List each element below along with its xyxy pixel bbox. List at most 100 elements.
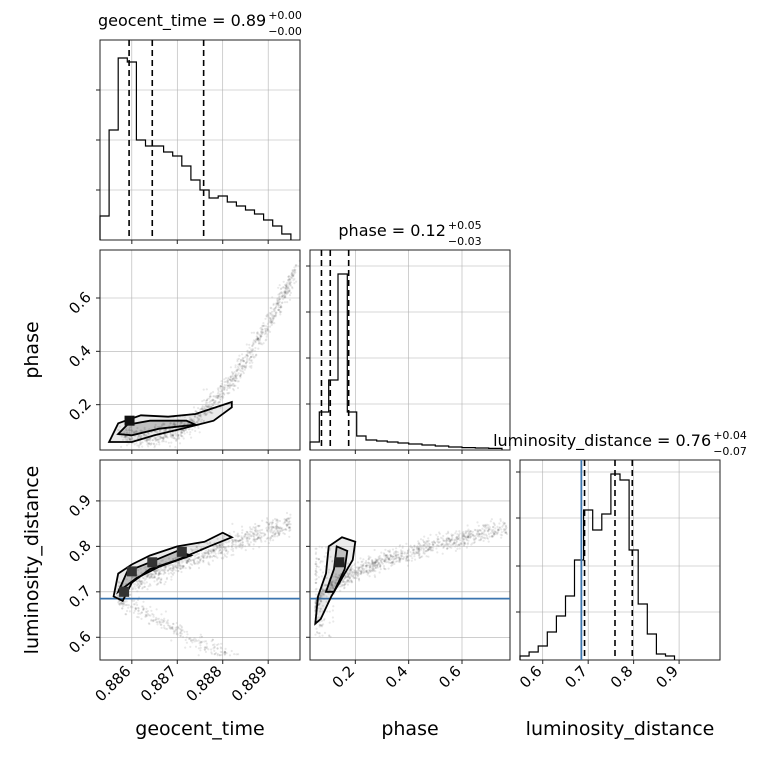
scatter-point [249, 352, 252, 355]
scatter-point [239, 376, 242, 379]
scatter-point [261, 532, 264, 535]
scatter-point [265, 537, 268, 540]
scatter-point [225, 549, 228, 552]
scatter-point [204, 405, 207, 408]
scatter-point [390, 564, 393, 567]
scatter-point [228, 386, 231, 390]
scatter-point [125, 609, 129, 613]
scatter-point [282, 286, 285, 289]
scatter-point [202, 555, 205, 559]
scatter-point [236, 380, 239, 383]
scatter-point [234, 364, 237, 367]
scatter-point [235, 539, 238, 542]
scatter-point [241, 365, 244, 368]
scatter-point [281, 527, 284, 530]
scatter-point [164, 565, 167, 568]
panel-title-text: luminosity_distance = 0.76 [493, 431, 711, 451]
scatter-point [220, 647, 223, 650]
scatter-point [246, 533, 249, 536]
scatter-point [137, 612, 140, 615]
scatter-point [231, 379, 234, 382]
scatter-point [252, 538, 255, 541]
scatter-point [161, 436, 164, 439]
scatter-point [207, 405, 210, 408]
scatter-point [276, 525, 279, 529]
scatter-point [172, 632, 175, 635]
scatter-point [180, 570, 183, 574]
scatter-point [237, 363, 240, 366]
scatter-point [154, 571, 157, 574]
scatter-point [171, 433, 174, 436]
scatter-point [502, 528, 506, 531]
scatter-point [195, 421, 199, 424]
scatter-point [276, 302, 280, 305]
scatter-point [246, 357, 249, 360]
scatter-point [248, 526, 252, 529]
scatter-point [324, 546, 328, 549]
scatter-point [261, 331, 264, 334]
scatter-point [269, 536, 272, 539]
scatter-point [272, 314, 275, 317]
scatter-point [230, 554, 233, 557]
scatter-point [145, 434, 148, 437]
scatter-point [147, 438, 150, 442]
scatter-point [259, 335, 262, 338]
scatter-point [223, 392, 226, 395]
scatter-point [158, 568, 161, 571]
scatter-point [273, 533, 277, 536]
scatter-point [270, 318, 273, 321]
scatter-point [206, 399, 209, 402]
scatter-point [280, 529, 284, 533]
scatter-point [230, 380, 233, 383]
panel-title-upper-error: +0.04 [713, 429, 747, 442]
scatter-point [498, 526, 501, 529]
scatter-point [279, 306, 282, 309]
scatter-point [158, 570, 161, 574]
scatter-point [170, 627, 174, 630]
scatter-point [205, 541, 208, 544]
scatter-point [257, 535, 260, 538]
scatter-point [136, 603, 139, 607]
scatter-point [201, 404, 204, 408]
scatter-point [239, 373, 242, 376]
scatter-point [178, 562, 181, 566]
scatter-point [163, 626, 166, 629]
scatter-point [289, 513, 292, 516]
scatter-point [259, 336, 262, 339]
scatter-point [326, 610, 329, 613]
scatter-point [180, 564, 183, 567]
scatter-point [496, 525, 499, 529]
scatter-point [202, 420, 205, 423]
scatter-point [368, 575, 371, 578]
scatter-point [140, 617, 143, 621]
scatter-point [262, 322, 265, 325]
y-axis-label-luminosity_distance: luminosity_distance [21, 466, 43, 655]
scatter-point [167, 568, 170, 571]
scatter-point [168, 567, 171, 570]
scatter-point [207, 405, 210, 408]
scatter-point [261, 328, 264, 331]
scatter-point [148, 428, 151, 431]
panel-title-upper-error: +0.05 [448, 219, 482, 232]
scatter-point [181, 431, 184, 434]
histogram-luminosity_distance [519, 473, 676, 660]
scatter-point [139, 436, 142, 439]
scatter-point [271, 321, 274, 324]
scatter-point [234, 541, 238, 544]
scatter-point [240, 547, 243, 550]
scatter-point [260, 540, 263, 543]
scatter-point [246, 360, 249, 363]
scatter-point [270, 323, 273, 327]
scatter-point [203, 551, 206, 554]
scatter-point [285, 282, 288, 285]
scatter-point [248, 533, 252, 536]
scatter-point [256, 337, 259, 340]
scatter-point [175, 569, 178, 572]
scatter-point [145, 615, 148, 618]
scatter-point [219, 646, 222, 649]
scatter-point [264, 533, 267, 537]
scatter-point [286, 301, 289, 304]
scatter-point [143, 426, 146, 429]
scatter-point [362, 558, 365, 561]
scatter-point [288, 290, 291, 293]
